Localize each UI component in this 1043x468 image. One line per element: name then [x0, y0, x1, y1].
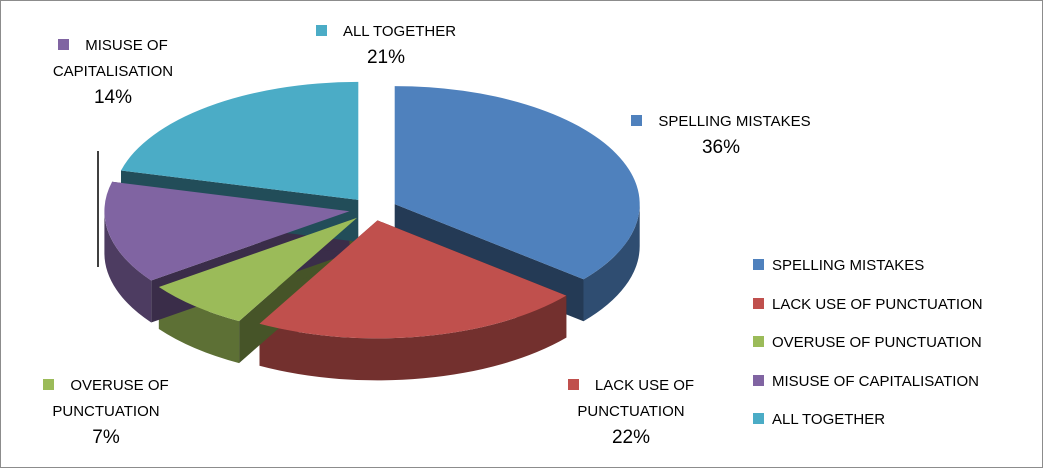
label-value: 36% [701, 137, 741, 158]
label-marker [58, 39, 70, 50]
label-category: LACK USE OF PUNCTUATION [577, 377, 695, 420]
slice [259, 220, 567, 339]
data-label: LACK USE OF PUNCTUATION 22% [556, 373, 706, 451]
label-marker [43, 379, 55, 390]
slice-wall [104, 211, 152, 323]
legend-label: SPELLING MISTAKES [772, 257, 925, 274]
legend-marker [753, 413, 764, 424]
legend-marker [753, 336, 764, 347]
label-marker [315, 25, 327, 36]
legend-item: OVERUSE OF PUNCTUATION [753, 334, 982, 351]
legend-marker [753, 259, 764, 270]
data-label: SPELLING MISTAKES 36% [606, 109, 836, 161]
label-value: 14% [93, 87, 133, 108]
legend-label: OVERUSE OF PUNCTUATION [772, 334, 982, 351]
legend-label: MISUSE OF CAPITALISATION [772, 372, 979, 390]
label-category: MISUSE OF CAPITALISATION [52, 37, 174, 80]
legend-item: LACK USE OF PUNCTUATION [753, 296, 983, 313]
label-category: OVERUSE OF PUNCTUATION [52, 377, 169, 420]
label-marker [631, 115, 643, 126]
legend-label: ALL TOGETHER [772, 411, 886, 428]
legend-marker [753, 374, 764, 386]
slice-wall [259, 295, 567, 381]
slice [158, 217, 358, 322]
slice [394, 86, 640, 280]
label-value: 7% [92, 427, 120, 448]
slice [121, 81, 359, 200]
label-category: ALL TOGETHER [342, 23, 457, 40]
data-label: MISUSE OF CAPITALISATION 14% [33, 33, 193, 111]
legend-marker [753, 297, 764, 309]
legend-item: SPELLING MISTAKES [753, 257, 924, 274]
data-label: ALL TOGETHER 21% [286, 19, 486, 71]
label-value: 21% [366, 47, 406, 68]
slice [104, 181, 350, 281]
legend-label: LACK USE OF PUNCTUATION [772, 295, 983, 313]
label-value: 22% [611, 427, 651, 448]
data-label: OVERUSE OF PUNCTUATION 7% [21, 373, 191, 451]
legend-item: ALL TOGETHER [753, 411, 885, 428]
slice-wall [583, 204, 640, 322]
legend-item: MISUSE OF CAPITALISATION [753, 373, 979, 390]
label-marker [567, 379, 579, 390]
label-category: SPELLING MISTAKES [658, 113, 811, 130]
